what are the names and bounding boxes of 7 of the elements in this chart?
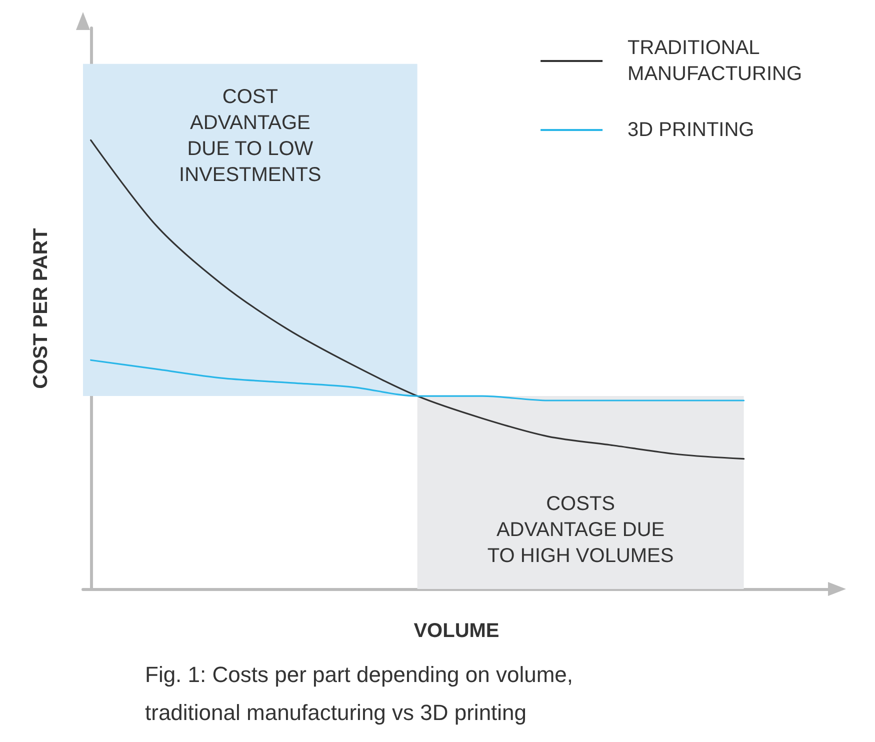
legend-label: 3D PRINTING bbox=[628, 119, 754, 141]
y-axis-title: COST PER PART bbox=[30, 228, 52, 389]
x-axis-title: VOLUME bbox=[414, 620, 500, 642]
band-label: COSTS ADVANTAGE DUE TO HIGH VOLUMES bbox=[487, 493, 674, 567]
legend-label: TRADITIONAL MANUFACTURING bbox=[628, 37, 802, 85]
band-label: COST ADVANTAGE DUE TO LOW INVESTMENTS bbox=[179, 86, 322, 186]
caption: Fig. 1: Costs per part depending on volume, traditional manufacturing vs 3D printing bbox=[145, 661, 574, 727]
